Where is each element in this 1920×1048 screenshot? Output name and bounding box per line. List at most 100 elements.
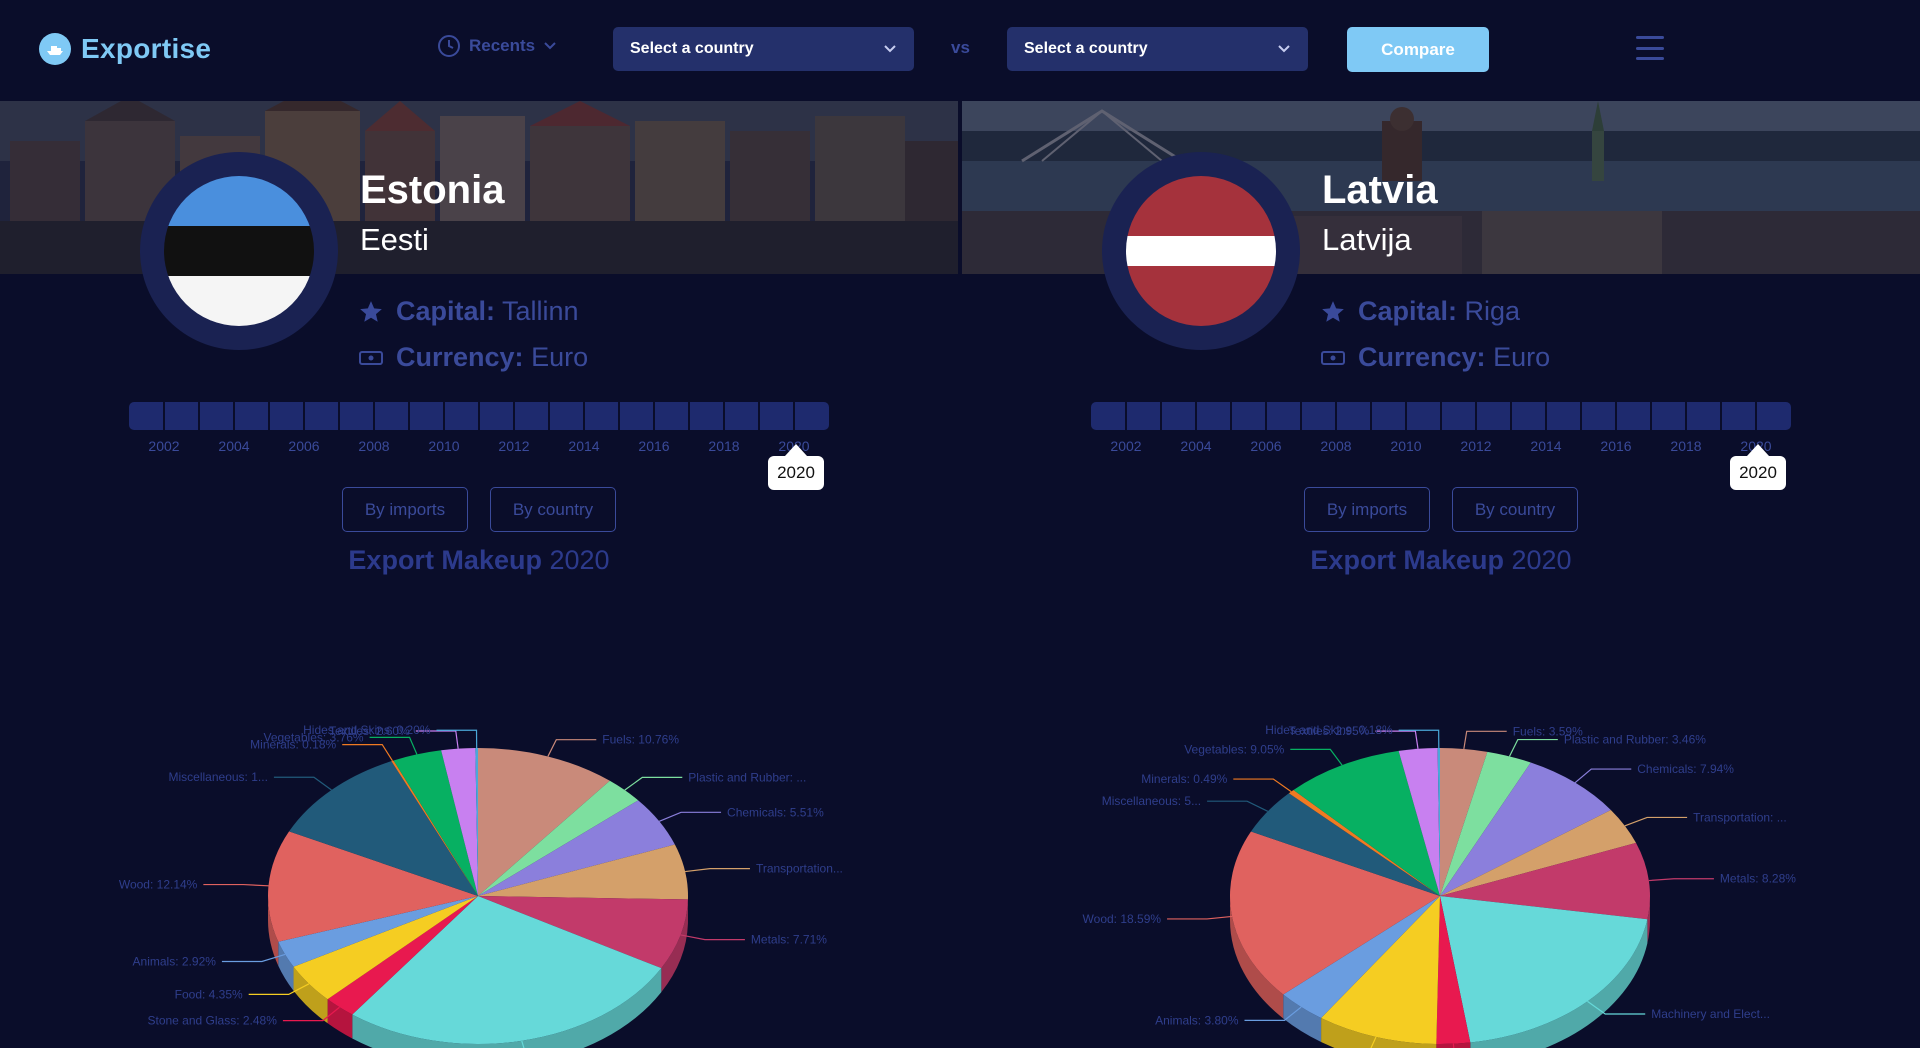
recents-dropdown[interactable]: Recents — [437, 34, 557, 58]
year-timeline[interactable] — [129, 402, 829, 430]
pie-slice-label: Plastic and Rubber: 3.46% — [1564, 733, 1706, 747]
timeline-tick-label[interactable]: 2002 — [148, 438, 180, 454]
timeline-tick-label[interactable]: 2016 — [1600, 438, 1632, 454]
pie-slice[interactable] — [1230, 831, 1440, 995]
pie-slice[interactable] — [327, 896, 478, 1015]
pie-slice[interactable] — [478, 780, 639, 896]
pie-leader-line — [1587, 1000, 1646, 1015]
pie-slice-label: Transportation... — [756, 862, 843, 876]
top-bar: Exportise Recents Select a country vs Se… — [0, 0, 1920, 101]
timeline-tick-label[interactable]: 2010 — [1390, 438, 1422, 454]
pie-slice-side — [293, 966, 328, 1024]
pie-slice[interactable] — [289, 761, 478, 896]
pie-slice[interactable] — [1440, 896, 1648, 1043]
pie-slice[interactable] — [478, 896, 688, 969]
pie-slice-side — [661, 899, 688, 993]
pie-slice[interactable] — [1440, 842, 1650, 920]
pie-slice[interactable] — [1440, 809, 1637, 896]
timeline-tick-label[interactable]: 2014 — [568, 438, 600, 454]
ship-logo-icon — [39, 33, 71, 65]
timeline-tick-label[interactable]: 2016 — [638, 438, 670, 454]
pie-slice[interactable] — [391, 760, 478, 896]
pie-slice[interactable] — [1293, 750, 1440, 896]
by-imports-button[interactable]: By imports — [342, 487, 468, 532]
pie-slice[interactable] — [293, 896, 478, 1000]
compare-button[interactable]: Compare — [1347, 27, 1489, 72]
timeline-tick-label[interactable]: 2018 — [708, 438, 740, 454]
timeline-tick-label[interactable]: 2008 — [1320, 438, 1352, 454]
chevron-down-icon — [544, 42, 556, 50]
pie-slice-side — [327, 999, 353, 1039]
pie-slice-label: Stone and Glass: 2.48% — [147, 1014, 277, 1028]
pie-slice[interactable] — [1437, 748, 1440, 896]
chevron-down-icon — [884, 45, 896, 53]
timeline-tick-label[interactable]: 2004 — [1180, 438, 1212, 454]
menu-icon[interactable] — [1636, 36, 1664, 60]
currency-label: Currency: — [396, 342, 524, 372]
timeline-tick-label[interactable]: 2006 — [288, 438, 320, 454]
country-select-right[interactable]: Select a country — [1007, 27, 1308, 71]
pie-slice[interactable] — [1440, 751, 1531, 896]
pie-slice[interactable] — [268, 831, 478, 942]
pie-slice-label: Food: 9.22% — [1254, 1047, 1322, 1048]
pie-slice[interactable] — [1250, 793, 1440, 896]
pie-slice[interactable] — [478, 800, 675, 896]
clock-icon — [438, 35, 460, 57]
pie-leader-line — [1508, 738, 1558, 757]
pie-slice[interactable] — [1283, 896, 1440, 1018]
pie-leader-line — [1624, 816, 1688, 827]
pie-leader-line — [221, 953, 286, 963]
pie-slice-label: Textiles: 2.60% — [329, 724, 410, 738]
chart-title: Export Makeup 2020 — [962, 545, 1920, 576]
selected-year-tooltip[interactable]: 2020 — [768, 456, 824, 490]
pie-slice[interactable] — [1398, 748, 1440, 896]
flag-circle — [164, 176, 314, 326]
year-timeline[interactable] — [1091, 402, 1791, 430]
pie-slice[interactable] — [1440, 762, 1611, 896]
chevron-down-icon — [1278, 45, 1290, 53]
timeline-tick-label[interactable]: 2012 — [498, 438, 530, 454]
by-country-button[interactable]: By country — [1452, 487, 1578, 532]
money-icon — [1321, 350, 1345, 365]
pie-leader-line — [415, 730, 459, 749]
pie-slice[interactable] — [278, 896, 478, 967]
timeline-tick-label[interactable]: 2018 — [1670, 438, 1702, 454]
pie-slice-label: Plastic and Rubber: ... — [688, 770, 806, 784]
pie-slice[interactable] — [1288, 789, 1440, 896]
selected-year-tooltip[interactable]: 2020 — [1730, 456, 1786, 490]
pie-slice-label: Hides and Skins: 0.18% — [1265, 723, 1393, 737]
pie-leader-line — [1167, 915, 1233, 920]
export-pie-chart[interactable]: Fuels: 3.59%Plastic and Rubber: 3.46% Che… — [962, 575, 1920, 1048]
chart-title-bold: Export Makeup — [1310, 545, 1504, 575]
logo[interactable]: Exportise — [39, 33, 211, 65]
pie-slice-side — [352, 968, 662, 1048]
pie-slice-label: Food: 4.35% — [175, 987, 243, 1001]
timeline-tick-label[interactable]: 2012 — [1460, 438, 1492, 454]
pie-slice[interactable] — [1440, 748, 1488, 896]
timeline-tick-label[interactable]: 2002 — [1110, 438, 1142, 454]
by-imports-button[interactable]: By imports — [1304, 487, 1430, 532]
pie-slice[interactable] — [478, 748, 610, 896]
pie-slice[interactable] — [1321, 896, 1440, 1044]
timeline-tick-label[interactable]: 2004 — [218, 438, 250, 454]
export-pie-chart[interactable]: Fuels: 10.76% Plastic and Rubber: ... Chem… — [0, 575, 958, 1048]
country-select-right-label: Select a country — [1024, 40, 1148, 57]
pie-slice[interactable] — [1436, 896, 1471, 1044]
pie-leader-line — [1244, 1006, 1302, 1021]
pie-slice[interactable] — [478, 844, 689, 900]
timeline-tick-label[interactable]: 2006 — [1250, 438, 1282, 454]
pie-slice[interactable] — [475, 748, 478, 896]
pie-slice-label: Metals: 7.71% — [751, 933, 827, 947]
by-country-button[interactable]: By country — [490, 487, 616, 532]
pie-leader-line — [248, 983, 310, 995]
pie-slice-label: Vegetables: 3.76% — [263, 730, 363, 744]
capital-row: Capital: Riga — [1320, 296, 1520, 327]
pie-leader-line — [685, 868, 750, 873]
pie-slice[interactable] — [393, 750, 478, 896]
pie-slice[interactable] — [441, 748, 478, 896]
timeline-tick-label[interactable]: 2014 — [1530, 438, 1562, 454]
timeline-tick-label[interactable]: 2010 — [428, 438, 460, 454]
pie-slice[interactable] — [352, 896, 662, 1044]
country-select-left[interactable]: Select a country — [613, 27, 914, 71]
timeline-tick-label[interactable]: 2008 — [358, 438, 390, 454]
